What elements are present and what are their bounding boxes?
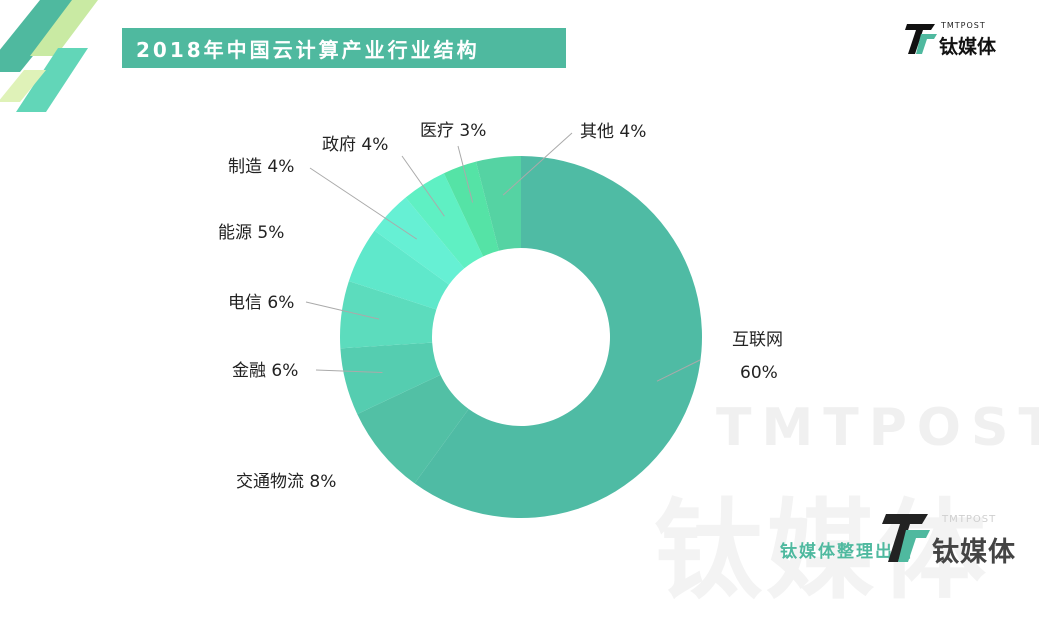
corner-stripe-4 xyxy=(0,70,46,102)
leader-line-7 xyxy=(401,155,445,217)
corner-stripe-2 xyxy=(30,0,98,56)
leader-line-4 xyxy=(305,301,380,320)
leader-line-6 xyxy=(309,167,418,240)
leader-line-3 xyxy=(315,369,383,374)
leader-line-8 xyxy=(457,145,474,203)
slice-8 xyxy=(443,161,499,257)
slice-9 xyxy=(475,156,521,251)
brand-name-en: TMTPOST xyxy=(941,21,986,30)
leader-line-1 xyxy=(656,359,701,382)
leader-line-9 xyxy=(502,132,573,196)
brand-logo: TMTPOST 钛媒体 xyxy=(905,20,1015,60)
corner-stripe-3 xyxy=(16,48,88,112)
chart-leader-lines xyxy=(305,132,701,382)
slice-label-6: 制造 4% xyxy=(228,157,294,177)
credit-text: 钛媒体整理出品 xyxy=(780,542,913,562)
donut-chart: 互联网 60% 交通物流 8% 金融 6% 电信 6% 能源 5% 制造 4% 政府 4% 医疗… xyxy=(218,121,783,519)
slice-4 xyxy=(340,281,437,349)
slice-label-8: 医疗 3% xyxy=(420,121,486,141)
brand-name-cn: 钛媒体 xyxy=(939,36,997,58)
footer-brand-mark-icon xyxy=(882,514,930,562)
slice-label-5: 能源 5% xyxy=(218,223,284,243)
footer-brand-en: TMTPOST xyxy=(942,514,997,525)
page-title: 2018年中国云计算产业行业结构 xyxy=(122,28,566,68)
slice-1 xyxy=(414,156,702,519)
slice-label-1: 互联网 xyxy=(732,330,783,350)
slice-3 xyxy=(340,342,441,415)
slice-label-1-value: 60% xyxy=(740,363,778,383)
slice-5 xyxy=(348,230,449,310)
chart-slices xyxy=(340,156,702,519)
page-title-text: 2018年中国云计算产业行业结构 xyxy=(136,37,480,62)
slice-label-3: 金融 6% xyxy=(232,361,298,381)
slice-label-9: 其他 4% xyxy=(580,122,646,142)
slice-2 xyxy=(357,374,469,484)
slice-label-4: 电信 6% xyxy=(228,293,294,313)
slice-7 xyxy=(405,173,484,269)
slice-label-7: 政府 4% xyxy=(322,135,388,155)
footer-logo: TMTPOST 钛媒体 xyxy=(882,508,1022,568)
corner-decoration xyxy=(0,0,98,112)
slice-label-2: 交通物流 8% xyxy=(236,472,336,492)
chart-labels: 互联网 60% 交通物流 8% 金融 6% 电信 6% 能源 5% 制造 4% 政府 4% 医疗… xyxy=(218,121,783,492)
slice-6 xyxy=(374,197,465,285)
footer-brand-cn: 钛媒体 xyxy=(932,537,1016,568)
brand-mark-icon xyxy=(905,24,937,54)
